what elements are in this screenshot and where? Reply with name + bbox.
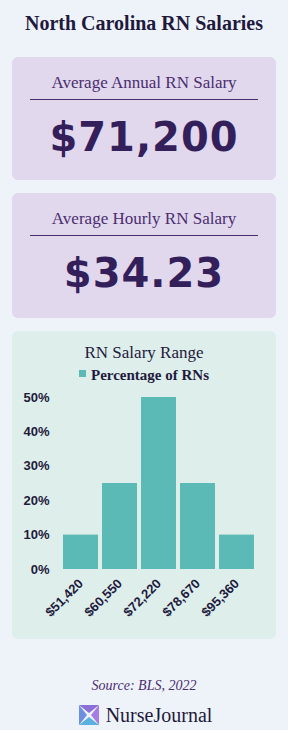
- html-text:Source: BLS, 2022: Source: BLS, 2022: [91, 678, 197, 693]
- svg-text:$51,420: $51,420: [42, 576, 86, 620]
- svg-text:10%: 10%: [23, 527, 49, 542]
- html-text:NurseJournal: NurseJournal: [105, 704, 213, 726]
- svg-text:$78,670: $78,670: [159, 576, 203, 620]
- svg-text:40%: 40%: [23, 424, 49, 439]
- svg-text:50%: 50%: [23, 390, 49, 405]
- svg-text:$95,360: $95,360: [198, 576, 242, 620]
- html-text:$71,200: $71,200: [49, 114, 239, 160]
- html-text:Average Annual RN Salary: Average Annual RN Salary: [51, 73, 237, 92]
- svg-text:30%: 30%: [23, 458, 49, 473]
- svg-text:0%: 0%: [31, 562, 50, 577]
- html-text:Percentage of RNs: Percentage of RNs: [91, 367, 209, 383]
- html-text:North Carolina RN Salaries: North Carolina RN Salaries: [25, 12, 263, 34]
- svg-text:$60,550: $60,550: [81, 576, 125, 620]
- svg-text:20%: 20%: [23, 493, 49, 508]
- html-text:RN Salary Range: RN Salary Range: [84, 343, 204, 362]
- html-text:$34.23: $34.23: [63, 250, 225, 296]
- html-text:Average Hourly RN Salary: Average Hourly RN Salary: [51, 209, 237, 228]
- svg-text:$72,220: $72,220: [120, 576, 164, 620]
